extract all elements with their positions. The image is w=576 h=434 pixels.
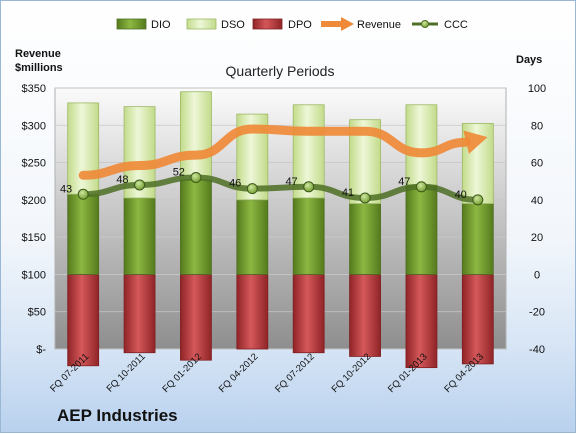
bar-dso	[405, 104, 438, 186]
bar-dpo	[292, 274, 325, 354]
ccc-marker	[134, 179, 146, 191]
left-tick-label: $200	[22, 195, 46, 207]
bar-dio	[180, 178, 212, 275]
legend-label-revenue: Revenue	[357, 19, 401, 31]
ccc-data-label: 48	[116, 174, 128, 186]
bar-dio	[123, 197, 156, 275]
legend-swatch-revenue-arrowhead	[341, 17, 354, 31]
legend-swatch-ccc-marker	[421, 20, 429, 28]
revenue-series	[78, 124, 488, 180]
legend-swatch-dso	[186, 18, 217, 30]
bar-dpo	[236, 274, 269, 350]
legend-label-dio: DIO	[151, 19, 171, 31]
chart-title: Quarterly Periods	[226, 63, 335, 79]
bar-dio	[349, 203, 381, 275]
ccc-series: 43 48 52 46 47 41 47 40	[60, 166, 484, 206]
ccc-data-label: 46	[229, 178, 241, 190]
right-tick-label: -40	[529, 344, 545, 356]
bar-dpo	[67, 274, 100, 367]
right-tick-label: 100	[528, 83, 546, 95]
left-tick-label: $150	[22, 232, 46, 244]
bar-dpo	[405, 274, 438, 369]
legend-label-dpo: DPO	[288, 19, 312, 31]
bar-dpo	[349, 274, 381, 357]
legend: DIO DSO DPO Revenue CCC	[116, 17, 468, 31]
left-axis-ticks: $- $50 $100 $150 $200 $250 $300 $350	[22, 83, 47, 356]
x-tick-label: FQ 10-2012	[330, 351, 374, 395]
bar-dso	[180, 91, 212, 180]
right-tick-label: 0	[534, 269, 540, 281]
revenue-arrowhead	[463, 130, 488, 154]
left-tick-label: $300	[22, 120, 46, 132]
ccc-marker	[359, 192, 371, 204]
left-tick-label: $100	[22, 269, 46, 281]
bar-dio	[292, 197, 325, 275]
right-tick-label: 20	[531, 232, 543, 244]
x-tick-label: FQ 10-2011	[105, 351, 148, 394]
ccc-marker	[415, 181, 427, 193]
ccc-data-label: 47	[285, 176, 297, 188]
bar-dio	[67, 193, 100, 275]
company-name: AEP Industries	[57, 406, 178, 425]
legend-label-dso: DSO	[221, 19, 245, 31]
x-axis-labels: FQ 07-2011 FQ 10-2011 FQ 01-2012 FQ 04-2012…	[48, 351, 486, 395]
left-tick-label: $250	[22, 158, 46, 170]
left-tick-label: $350	[22, 83, 46, 95]
left-tick-label: $-	[36, 344, 46, 356]
right-axis-label: Days	[516, 54, 542, 66]
ccc-data-label: 52	[173, 166, 185, 178]
legend-swatch-dpo	[252, 18, 283, 30]
legend-label-ccc: CCC	[444, 19, 468, 31]
ccc-marker	[303, 181, 315, 193]
x-tick-label: FQ 04-2012	[217, 351, 261, 395]
ccc-data-label: 41	[342, 187, 354, 199]
left-tick-label: $50	[28, 307, 46, 319]
ccc-data-label: 40	[455, 189, 467, 201]
left-axis-label-line1: Revenue	[15, 48, 61, 60]
bar-dio	[236, 199, 269, 275]
left-axis-label-line2: $millions	[15, 62, 63, 74]
revenue-line	[78, 124, 471, 180]
ccc-data-label: 43	[60, 183, 72, 195]
bar-dio	[405, 184, 438, 275]
legend-swatch-dio	[116, 18, 147, 30]
bar-dso	[67, 102, 100, 195]
right-tick-label: -20	[529, 307, 545, 319]
x-tick-label: FQ 07-2012	[273, 351, 317, 395]
bar-dpo	[461, 274, 494, 365]
right-axis-ticks: -40 -20 0 20 40 60 80 100	[528, 83, 546, 356]
bar-dio	[461, 203, 494, 275]
ccc-marker	[77, 188, 89, 200]
right-tick-label: 60	[531, 158, 543, 170]
right-tick-label: 40	[531, 195, 543, 207]
ccc-data-label: 47	[398, 176, 410, 188]
bar-dpo	[123, 274, 156, 354]
ccc-marker	[246, 183, 258, 195]
right-tick-label: 80	[531, 120, 543, 132]
bar-dpo	[180, 274, 212, 361]
ccc-marker	[472, 194, 484, 206]
ccc-marker	[190, 171, 202, 183]
